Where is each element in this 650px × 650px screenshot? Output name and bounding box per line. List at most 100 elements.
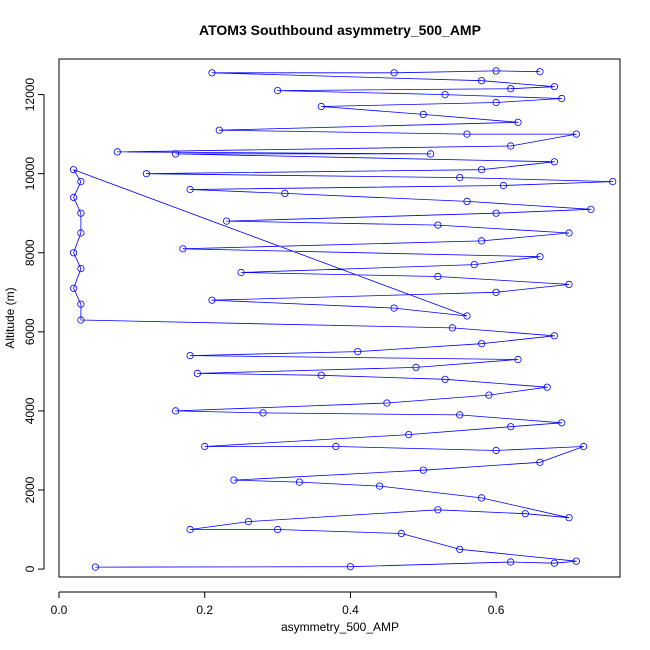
data-point (281, 189, 289, 197)
data-point (492, 98, 500, 107)
y-tick-label: 10000 (23, 157, 37, 191)
data-point (477, 494, 486, 502)
data-point (223, 217, 231, 225)
data-point (456, 174, 464, 182)
data-point (70, 249, 78, 257)
data-point (186, 185, 194, 194)
series-layer (70, 67, 617, 571)
data-point (383, 399, 391, 407)
data-point (77, 316, 85, 324)
data-point (434, 272, 442, 281)
data-point (70, 193, 78, 201)
data-point (208, 296, 216, 304)
data-point (70, 166, 78, 174)
data-point (492, 288, 500, 296)
y-tick-label: 4000 (23, 397, 37, 424)
data-point (230, 476, 238, 484)
data-point (70, 284, 78, 292)
data-point (448, 324, 456, 332)
data-point (215, 126, 223, 134)
data-point (390, 304, 398, 312)
data-point (477, 77, 486, 85)
data-point (419, 110, 427, 119)
x-tick-label: 0.2 (196, 603, 213, 617)
y-axis-label: Altitude (m) (3, 287, 17, 348)
data-point (521, 510, 529, 518)
data-point (609, 178, 617, 186)
data-point (550, 158, 559, 166)
x-axis: 0.0 0.2 0.4 0.6 (51, 591, 505, 617)
data-point (477, 340, 486, 348)
data-point (565, 229, 573, 237)
y-tick-label: 8000 (23, 239, 37, 266)
data-point (405, 430, 413, 439)
data-point (412, 363, 420, 371)
data-point (492, 209, 500, 217)
data-point (186, 351, 194, 360)
data-point (492, 67, 500, 75)
data-point (485, 391, 493, 399)
data-point (317, 102, 325, 111)
data-point (397, 529, 405, 538)
data-point (463, 197, 471, 205)
data-point (572, 557, 580, 565)
data-point (507, 85, 515, 93)
data-point (514, 355, 522, 364)
x-tick-label: 0.4 (342, 603, 359, 617)
data-point (77, 300, 85, 308)
data-point (477, 166, 486, 174)
data-point (193, 369, 201, 377)
data-point (244, 517, 252, 526)
data-point (201, 442, 209, 451)
data-point (558, 419, 566, 427)
data-point (514, 118, 522, 126)
x-axis-label: asymmetry_500_AMP (281, 620, 399, 634)
data-point (91, 563, 100, 571)
data-point (186, 525, 194, 534)
series-line (73, 70, 614, 568)
data-point (536, 68, 544, 76)
data-point (536, 253, 544, 261)
data-point (572, 130, 580, 138)
data-point (172, 150, 180, 158)
data-point (463, 130, 471, 138)
data-point (550, 559, 559, 567)
data-point (492, 446, 500, 455)
plot-frame (58, 58, 621, 578)
data-point (332, 442, 340, 451)
data-point (208, 69, 216, 77)
data-point (587, 205, 595, 213)
data-point (295, 478, 303, 486)
data-point (273, 87, 282, 95)
y-tick-label: 0 (23, 565, 37, 572)
data-point (113, 148, 121, 156)
data-point (346, 563, 354, 571)
y-axis: 0 2000 4000 6000 8000 10000 12000 (23, 78, 45, 572)
data-point (142, 170, 150, 178)
data-point (77, 209, 85, 217)
data-point (441, 91, 449, 99)
data-point (456, 411, 464, 419)
data-point (77, 229, 85, 237)
data-point (390, 69, 398, 77)
data-point (579, 442, 588, 451)
data-point (507, 423, 515, 431)
data-point (543, 383, 551, 391)
y-tick-label: 2000 (23, 476, 37, 503)
x-tick-label: 0.0 (51, 603, 68, 617)
chart-title: ATOM3 Southbound asymmetry_500_AMP (199, 22, 481, 38)
data-point (470, 260, 478, 269)
data-point (172, 407, 180, 415)
data-point (354, 347, 362, 356)
data-point (259, 409, 267, 417)
data-point (434, 506, 442, 514)
data-point (507, 558, 515, 566)
data-point (565, 280, 573, 288)
data-point (550, 83, 559, 91)
data-point (477, 237, 486, 245)
data-point (507, 142, 515, 150)
data-point (237, 268, 245, 277)
data-point (434, 221, 442, 229)
data-point (77, 178, 85, 186)
